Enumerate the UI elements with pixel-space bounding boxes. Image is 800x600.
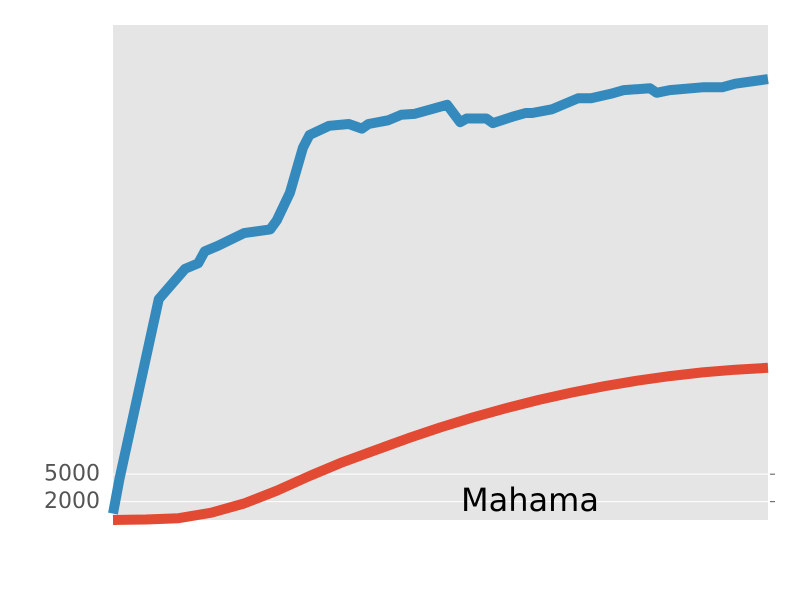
plot-background xyxy=(113,25,768,520)
y-tick-label-1: 5000 xyxy=(44,462,100,487)
y-tick-label-0: 2000 xyxy=(44,489,100,514)
chart-annotation: Mahama xyxy=(461,481,599,519)
series-layer xyxy=(108,74,769,525)
gridlines xyxy=(113,473,768,503)
y-tick-marks xyxy=(770,473,775,503)
series-line-0 xyxy=(108,74,769,515)
series-line-1 xyxy=(112,362,769,525)
